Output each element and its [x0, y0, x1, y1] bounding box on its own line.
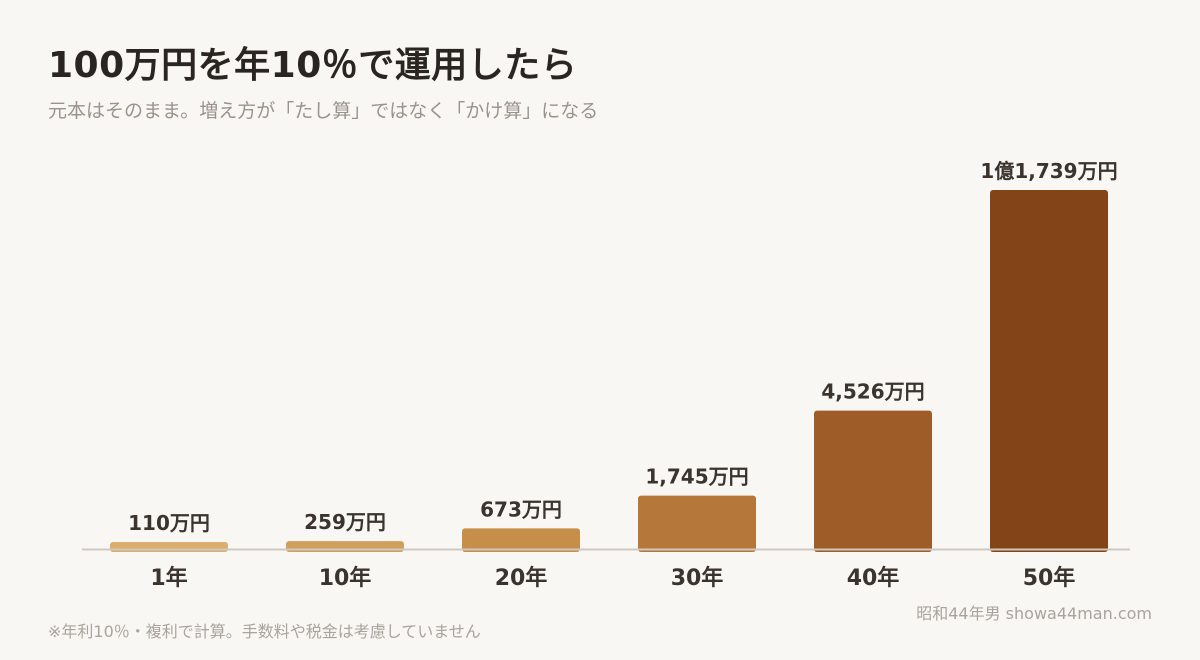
x-tick-label: 20年 [495, 565, 548, 591]
data-label: 673万円 [480, 497, 562, 521]
bar [638, 495, 756, 552]
data-label: 4,526万円 [821, 380, 924, 404]
chart-title: 100万円を年10％で運用したら [48, 45, 578, 86]
x-tick-label: 40年 [847, 565, 900, 591]
bar [990, 190, 1108, 552]
site-credit: 昭和44年男 showa44man.com [916, 604, 1152, 623]
bar [814, 410, 932, 552]
data-label: 1,745万円 [645, 465, 748, 489]
data-label: 1億1,739万円 [980, 159, 1117, 183]
x-tick-label: 10年 [319, 565, 372, 591]
x-tick-label: 30年 [671, 565, 724, 591]
x-tick-label: 50年 [1023, 565, 1076, 591]
footnote: ※年利10％・複利で計算。手数料や税金は考慮していません [48, 622, 481, 641]
chart-subtitle: 元本はそのまま。増え方が「たし算」ではなく「かけ算」になる [48, 100, 599, 122]
x-tick-label: 1年 [150, 565, 187, 591]
bar [462, 528, 580, 552]
data-label: 259万円 [304, 510, 386, 534]
data-label: 110万円 [128, 511, 210, 535]
